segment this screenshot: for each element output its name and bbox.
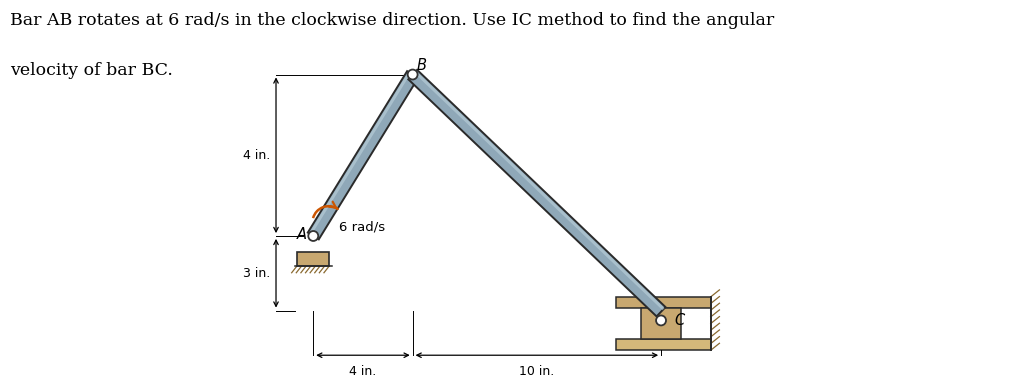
Circle shape	[408, 69, 418, 80]
Text: 4 in.: 4 in.	[243, 149, 269, 162]
Text: 3 in.: 3 in.	[243, 267, 269, 280]
FancyBboxPatch shape	[616, 339, 711, 350]
Polygon shape	[309, 72, 411, 235]
FancyBboxPatch shape	[297, 252, 330, 266]
Circle shape	[656, 316, 666, 325]
Text: A: A	[297, 227, 307, 242]
Polygon shape	[409, 70, 666, 316]
Text: 4 in.: 4 in.	[349, 365, 377, 378]
Circle shape	[308, 231, 318, 241]
FancyBboxPatch shape	[616, 297, 711, 308]
FancyBboxPatch shape	[641, 308, 681, 339]
Polygon shape	[308, 71, 418, 239]
Text: 10 in.: 10 in.	[519, 365, 554, 378]
Text: Bar AB rotates at 6 rad/s in the clockwise direction. Use IC method to find the : Bar AB rotates at 6 rad/s in the clockwi…	[10, 12, 774, 29]
Text: velocity of bar BC.: velocity of bar BC.	[10, 62, 173, 80]
Polygon shape	[414, 71, 665, 310]
Text: C: C	[675, 313, 685, 328]
Text: B: B	[417, 58, 427, 73]
Text: 6 rad/s: 6 rad/s	[339, 221, 385, 234]
